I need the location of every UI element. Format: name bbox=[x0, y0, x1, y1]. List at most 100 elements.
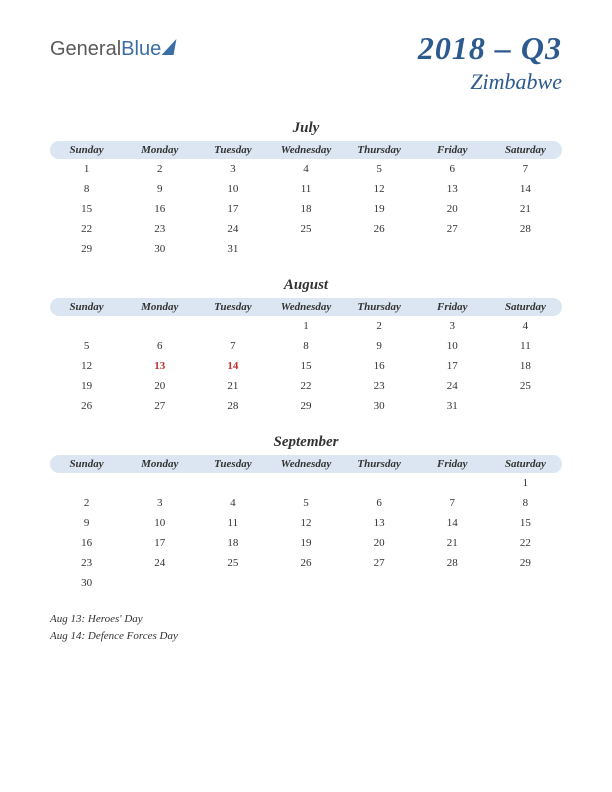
day-cell bbox=[416, 475, 489, 491]
day-cell bbox=[416, 241, 489, 257]
day-cell: 8 bbox=[269, 338, 342, 354]
day-header-cell: Saturday bbox=[489, 144, 562, 156]
day-cell: 1 bbox=[50, 161, 123, 177]
day-cell: 2 bbox=[123, 161, 196, 177]
day-cell: 31 bbox=[196, 241, 269, 257]
day-cell: 22 bbox=[50, 221, 123, 237]
day-cell: 24 bbox=[196, 221, 269, 237]
day-cell: 8 bbox=[489, 495, 562, 511]
day-cell: 14 bbox=[196, 358, 269, 374]
day-cell: 23 bbox=[50, 555, 123, 571]
day-cell: 26 bbox=[343, 221, 416, 237]
day-cell: 16 bbox=[50, 535, 123, 551]
day-header-cell: Wednesday bbox=[269, 301, 342, 313]
day-cell bbox=[269, 575, 342, 591]
day-cell: 2 bbox=[50, 495, 123, 511]
day-cell: 16 bbox=[123, 201, 196, 217]
day-cell: 7 bbox=[489, 161, 562, 177]
day-header-cell: Tuesday bbox=[196, 301, 269, 313]
day-cell bbox=[50, 475, 123, 491]
day-cell: 9 bbox=[50, 515, 123, 531]
day-cell: 10 bbox=[123, 515, 196, 531]
month-name: August bbox=[50, 277, 562, 294]
day-cell: 20 bbox=[416, 201, 489, 217]
day-cell: 14 bbox=[416, 515, 489, 531]
day-cell: 13 bbox=[343, 515, 416, 531]
day-cell: 9 bbox=[123, 181, 196, 197]
month-block: AugustSundayMondayTuesdayWednesdayThursd… bbox=[50, 277, 562, 416]
day-header-cell: Friday bbox=[416, 458, 489, 470]
day-cell: 31 bbox=[416, 398, 489, 414]
day-cell bbox=[269, 475, 342, 491]
calendar-container: JulySundayMondayTuesdayWednesdayThursday… bbox=[50, 120, 562, 593]
day-cell: 12 bbox=[50, 358, 123, 374]
day-cell: 22 bbox=[269, 378, 342, 394]
holiday-notes: Aug 13: Heroes' DayAug 14: Defence Force… bbox=[50, 611, 562, 644]
title-block: 2018 – Q3 Zimbabwe bbox=[418, 30, 562, 95]
day-cell: 8 bbox=[50, 181, 123, 197]
day-cell: 18 bbox=[196, 535, 269, 551]
day-cell: 6 bbox=[416, 161, 489, 177]
day-cell bbox=[489, 398, 562, 414]
week-row: 22232425262728 bbox=[50, 219, 562, 239]
day-cell: 19 bbox=[269, 535, 342, 551]
day-cell: 3 bbox=[123, 495, 196, 511]
day-cell: 26 bbox=[269, 555, 342, 571]
day-cell: 17 bbox=[416, 358, 489, 374]
day-cell: 12 bbox=[269, 515, 342, 531]
week-row: 293031 bbox=[50, 239, 562, 259]
day-cell bbox=[123, 575, 196, 591]
day-header-cell: Monday bbox=[123, 458, 196, 470]
day-cell: 20 bbox=[123, 378, 196, 394]
day-cell: 24 bbox=[416, 378, 489, 394]
week-row: 23242526272829 bbox=[50, 553, 562, 573]
day-header-cell: Thursday bbox=[343, 301, 416, 313]
day-cell: 20 bbox=[343, 535, 416, 551]
day-header-cell: Sunday bbox=[50, 301, 123, 313]
day-cell bbox=[123, 318, 196, 334]
day-cell: 5 bbox=[343, 161, 416, 177]
day-header-cell: Friday bbox=[416, 144, 489, 156]
title-sub: Zimbabwe bbox=[418, 69, 562, 95]
day-cell: 29 bbox=[489, 555, 562, 571]
day-cell: 11 bbox=[269, 181, 342, 197]
day-cell: 6 bbox=[123, 338, 196, 354]
day-cell: 27 bbox=[416, 221, 489, 237]
week-row: 12131415161718 bbox=[50, 356, 562, 376]
day-cell: 4 bbox=[196, 495, 269, 511]
day-cell: 9 bbox=[343, 338, 416, 354]
logo-sail-icon bbox=[162, 39, 177, 55]
logo-text-general: General bbox=[50, 38, 121, 61]
day-cell: 18 bbox=[269, 201, 342, 217]
day-cell bbox=[196, 475, 269, 491]
day-header-cell: Saturday bbox=[489, 458, 562, 470]
month-name: July bbox=[50, 120, 562, 137]
day-cell: 29 bbox=[50, 241, 123, 257]
day-cell: 2 bbox=[343, 318, 416, 334]
day-header-cell: Saturday bbox=[489, 301, 562, 313]
week-row: 19202122232425 bbox=[50, 376, 562, 396]
day-cell bbox=[196, 575, 269, 591]
day-header-cell: Tuesday bbox=[196, 144, 269, 156]
day-cell bbox=[343, 241, 416, 257]
day-header-cell: Wednesday bbox=[269, 144, 342, 156]
week-row: 1234 bbox=[50, 316, 562, 336]
day-header-cell: Tuesday bbox=[196, 458, 269, 470]
day-cell bbox=[123, 475, 196, 491]
day-cell: 19 bbox=[50, 378, 123, 394]
day-cell: 25 bbox=[196, 555, 269, 571]
day-cell bbox=[269, 241, 342, 257]
logo-text-blue: Blue bbox=[121, 38, 161, 61]
day-cell: 15 bbox=[50, 201, 123, 217]
day-cell: 21 bbox=[489, 201, 562, 217]
day-cell bbox=[489, 575, 562, 591]
day-cell: 27 bbox=[123, 398, 196, 414]
day-cell: 13 bbox=[123, 358, 196, 374]
day-cell: 3 bbox=[416, 318, 489, 334]
week-row: 2345678 bbox=[50, 493, 562, 513]
holiday-note-line: Aug 14: Defence Forces Day bbox=[50, 628, 562, 645]
day-cell bbox=[489, 241, 562, 257]
day-header-row: SundayMondayTuesdayWednesdayThursdayFrid… bbox=[50, 455, 562, 473]
day-cell: 23 bbox=[123, 221, 196, 237]
day-cell: 6 bbox=[343, 495, 416, 511]
